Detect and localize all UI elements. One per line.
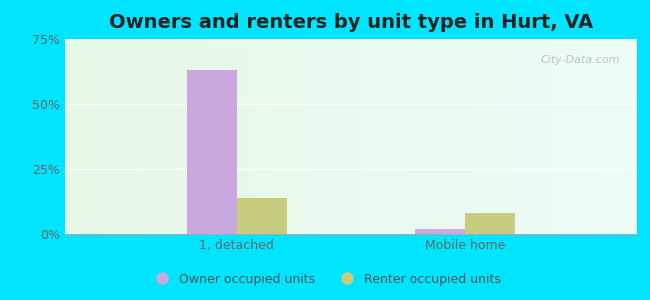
Bar bbox=[415, 229, 465, 234]
Bar bbox=[237, 198, 287, 234]
Text: City-Data.com: City-Data.com bbox=[540, 55, 620, 64]
Bar bbox=[187, 70, 237, 234]
Legend: Owner occupied units, Renter occupied units: Owner occupied units, Renter occupied un… bbox=[144, 268, 506, 291]
Title: Owners and renters by unit type in Hurt, VA: Owners and renters by unit type in Hurt,… bbox=[109, 13, 593, 32]
Bar bbox=[465, 213, 515, 234]
